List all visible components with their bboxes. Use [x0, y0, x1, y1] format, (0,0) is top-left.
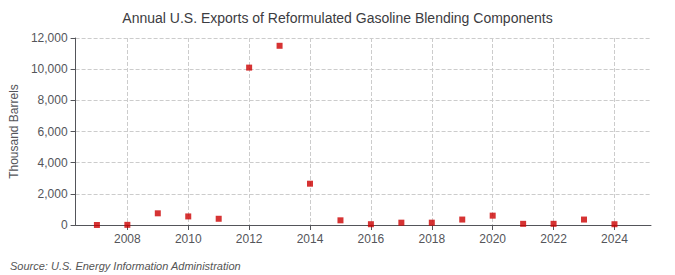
svg-text:2012: 2012: [236, 232, 263, 246]
svg-text:0: 0: [61, 218, 68, 232]
svg-text:2,000: 2,000: [38, 187, 68, 201]
svg-text:Annual U.S. Exports of Reformu: Annual U.S. Exports of Reformulated Gaso…: [122, 10, 552, 26]
svg-text:2018: 2018: [418, 232, 445, 246]
svg-text:2014: 2014: [297, 232, 324, 246]
svg-text:2008: 2008: [114, 232, 141, 246]
svg-text:2022: 2022: [540, 232, 567, 246]
svg-text:12,000: 12,000: [31, 31, 68, 45]
svg-text:10,000: 10,000: [31, 62, 68, 76]
svg-text:2024: 2024: [601, 232, 628, 246]
svg-text:2020: 2020: [479, 232, 506, 246]
svg-text:4,000: 4,000: [38, 156, 68, 170]
svg-text:6,000: 6,000: [38, 125, 68, 139]
svg-text:2016: 2016: [358, 232, 385, 246]
svg-text:Source: U.S. Energy Informatio: Source: U.S. Energy Information Administ…: [10, 260, 241, 272]
svg-text:8,000: 8,000: [38, 93, 68, 107]
svg-text:Thousand Barrels: Thousand Barrels: [7, 84, 21, 179]
svg-text:2010: 2010: [175, 232, 202, 246]
